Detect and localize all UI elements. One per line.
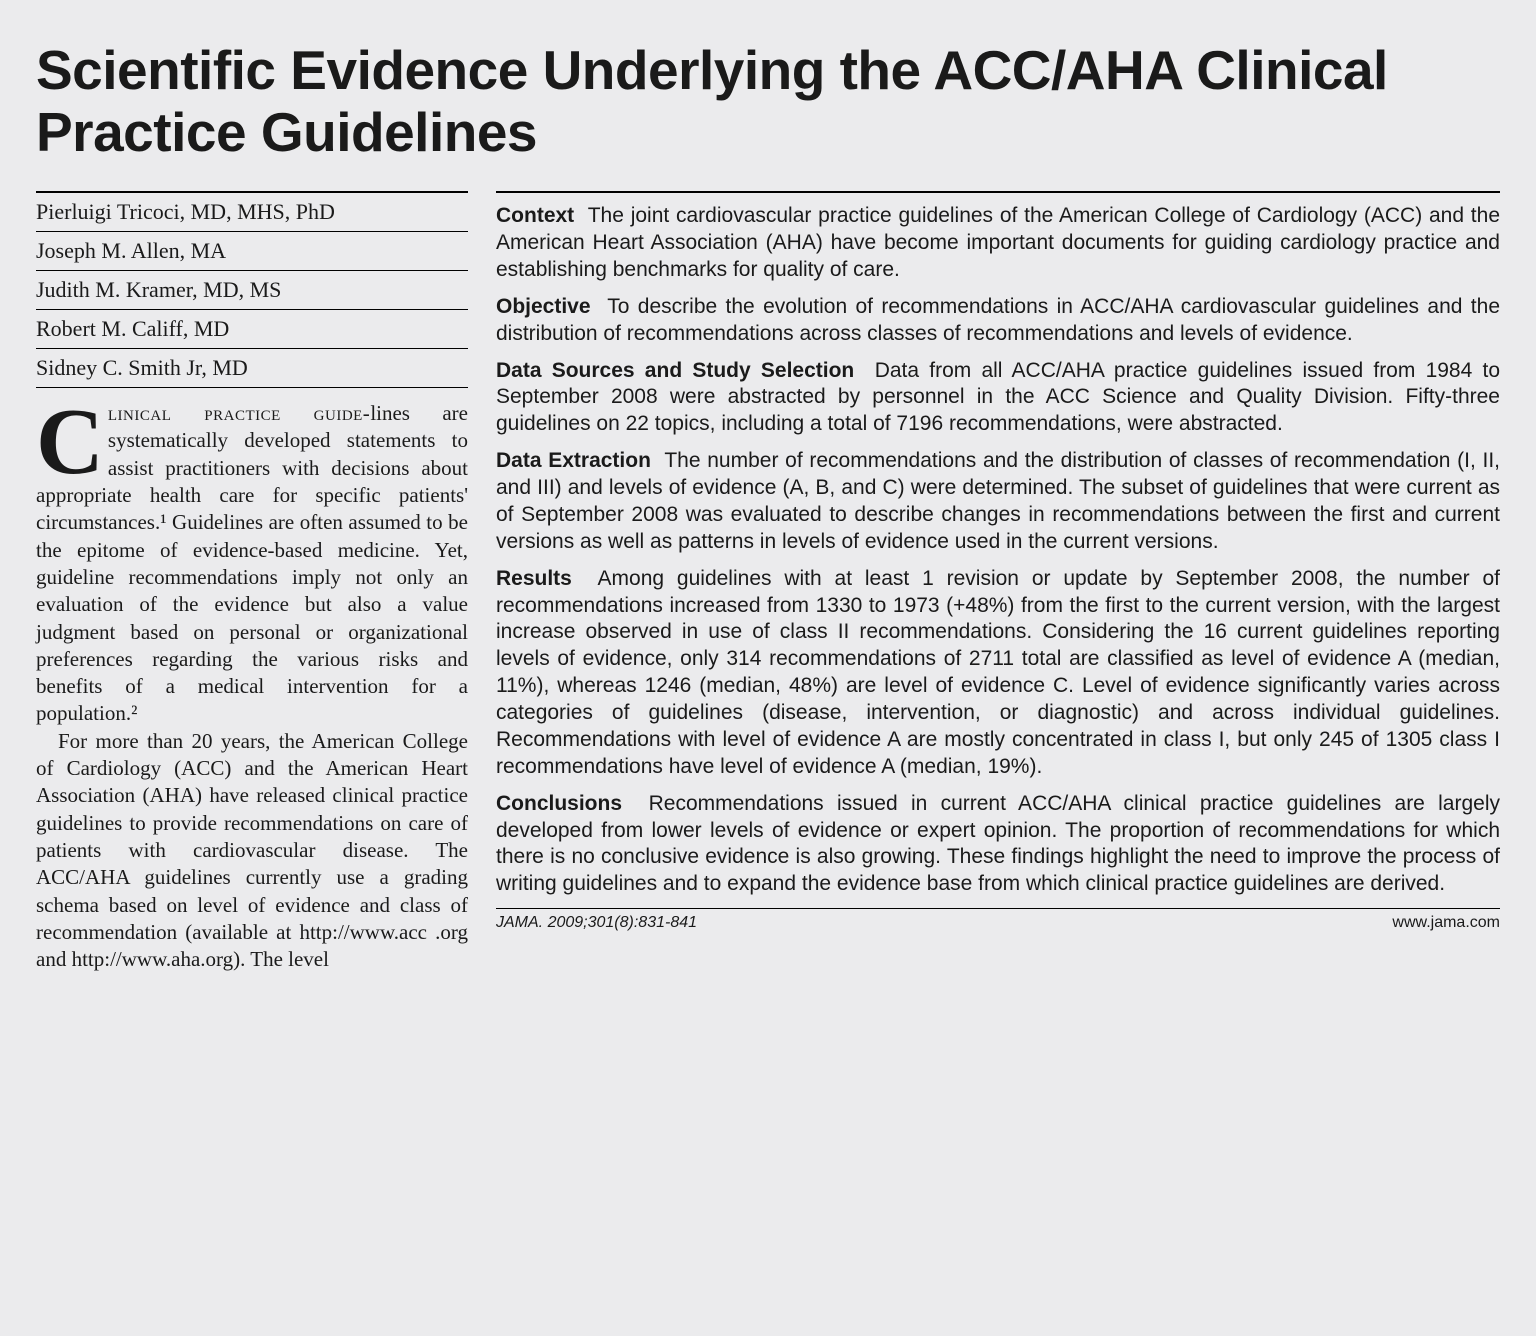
abstract-label-extraction: Data Extraction: [496, 449, 651, 472]
abstract-objective: To describe the evolution of recommendat…: [496, 295, 1500, 345]
journal-url: www.jama.com: [1392, 913, 1500, 933]
left-column: Pierluigi Tricoci, MD, MHS, PhD Joseph M…: [36, 191, 468, 973]
body-p2: For more than 20 years, the American Col…: [36, 728, 468, 974]
abstract-label-context: Context: [496, 204, 574, 227]
abstract: Context The joint cardiovascular practic…: [496, 191, 1500, 933]
author: Joseph M. Allen, MA: [36, 232, 468, 271]
abstract-footer: JAMA. 2009;301(8):831-841 www.jama.com: [496, 908, 1500, 933]
article-title: Scientific Evidence Underlying the ACC/A…: [36, 40, 1500, 163]
author-list: Pierluigi Tricoci, MD, MHS, PhD Joseph M…: [36, 191, 468, 388]
abstract-label-objective: Objective: [496, 295, 591, 318]
author: Judith M. Kramer, MD, MS: [36, 271, 468, 310]
author: Robert M. Califf, MD: [36, 310, 468, 349]
right-column: Context The joint cardiovascular practic…: [496, 191, 1500, 973]
drop-cap: C: [36, 400, 108, 479]
abstract-label-sources: Data Sources and Study Selection: [496, 359, 854, 382]
abstract-label-conclusions: Conclusions: [496, 792, 622, 815]
author: Pierluigi Tricoci, MD, MHS, PhD: [36, 193, 468, 232]
abstract-context: The joint cardiovascular practice guidel…: [496, 204, 1500, 281]
abstract-conclusions: Recommendations issued in current ACC/AH…: [496, 792, 1500, 896]
content-columns: Pierluigi Tricoci, MD, MHS, PhD Joseph M…: [36, 191, 1500, 973]
body-text: C linical practice guide-lines are syste…: [36, 400, 468, 973]
abstract-label-results: Results: [496, 567, 572, 590]
citation: JAMA. 2009;301(8):831-841: [496, 913, 697, 933]
author: Sidney C. Smith Jr, MD: [36, 349, 468, 388]
lead-smallcaps: linical practice guide-: [108, 401, 370, 425]
abstract-results: Among guidelines with at least 1 revisio…: [496, 567, 1500, 778]
